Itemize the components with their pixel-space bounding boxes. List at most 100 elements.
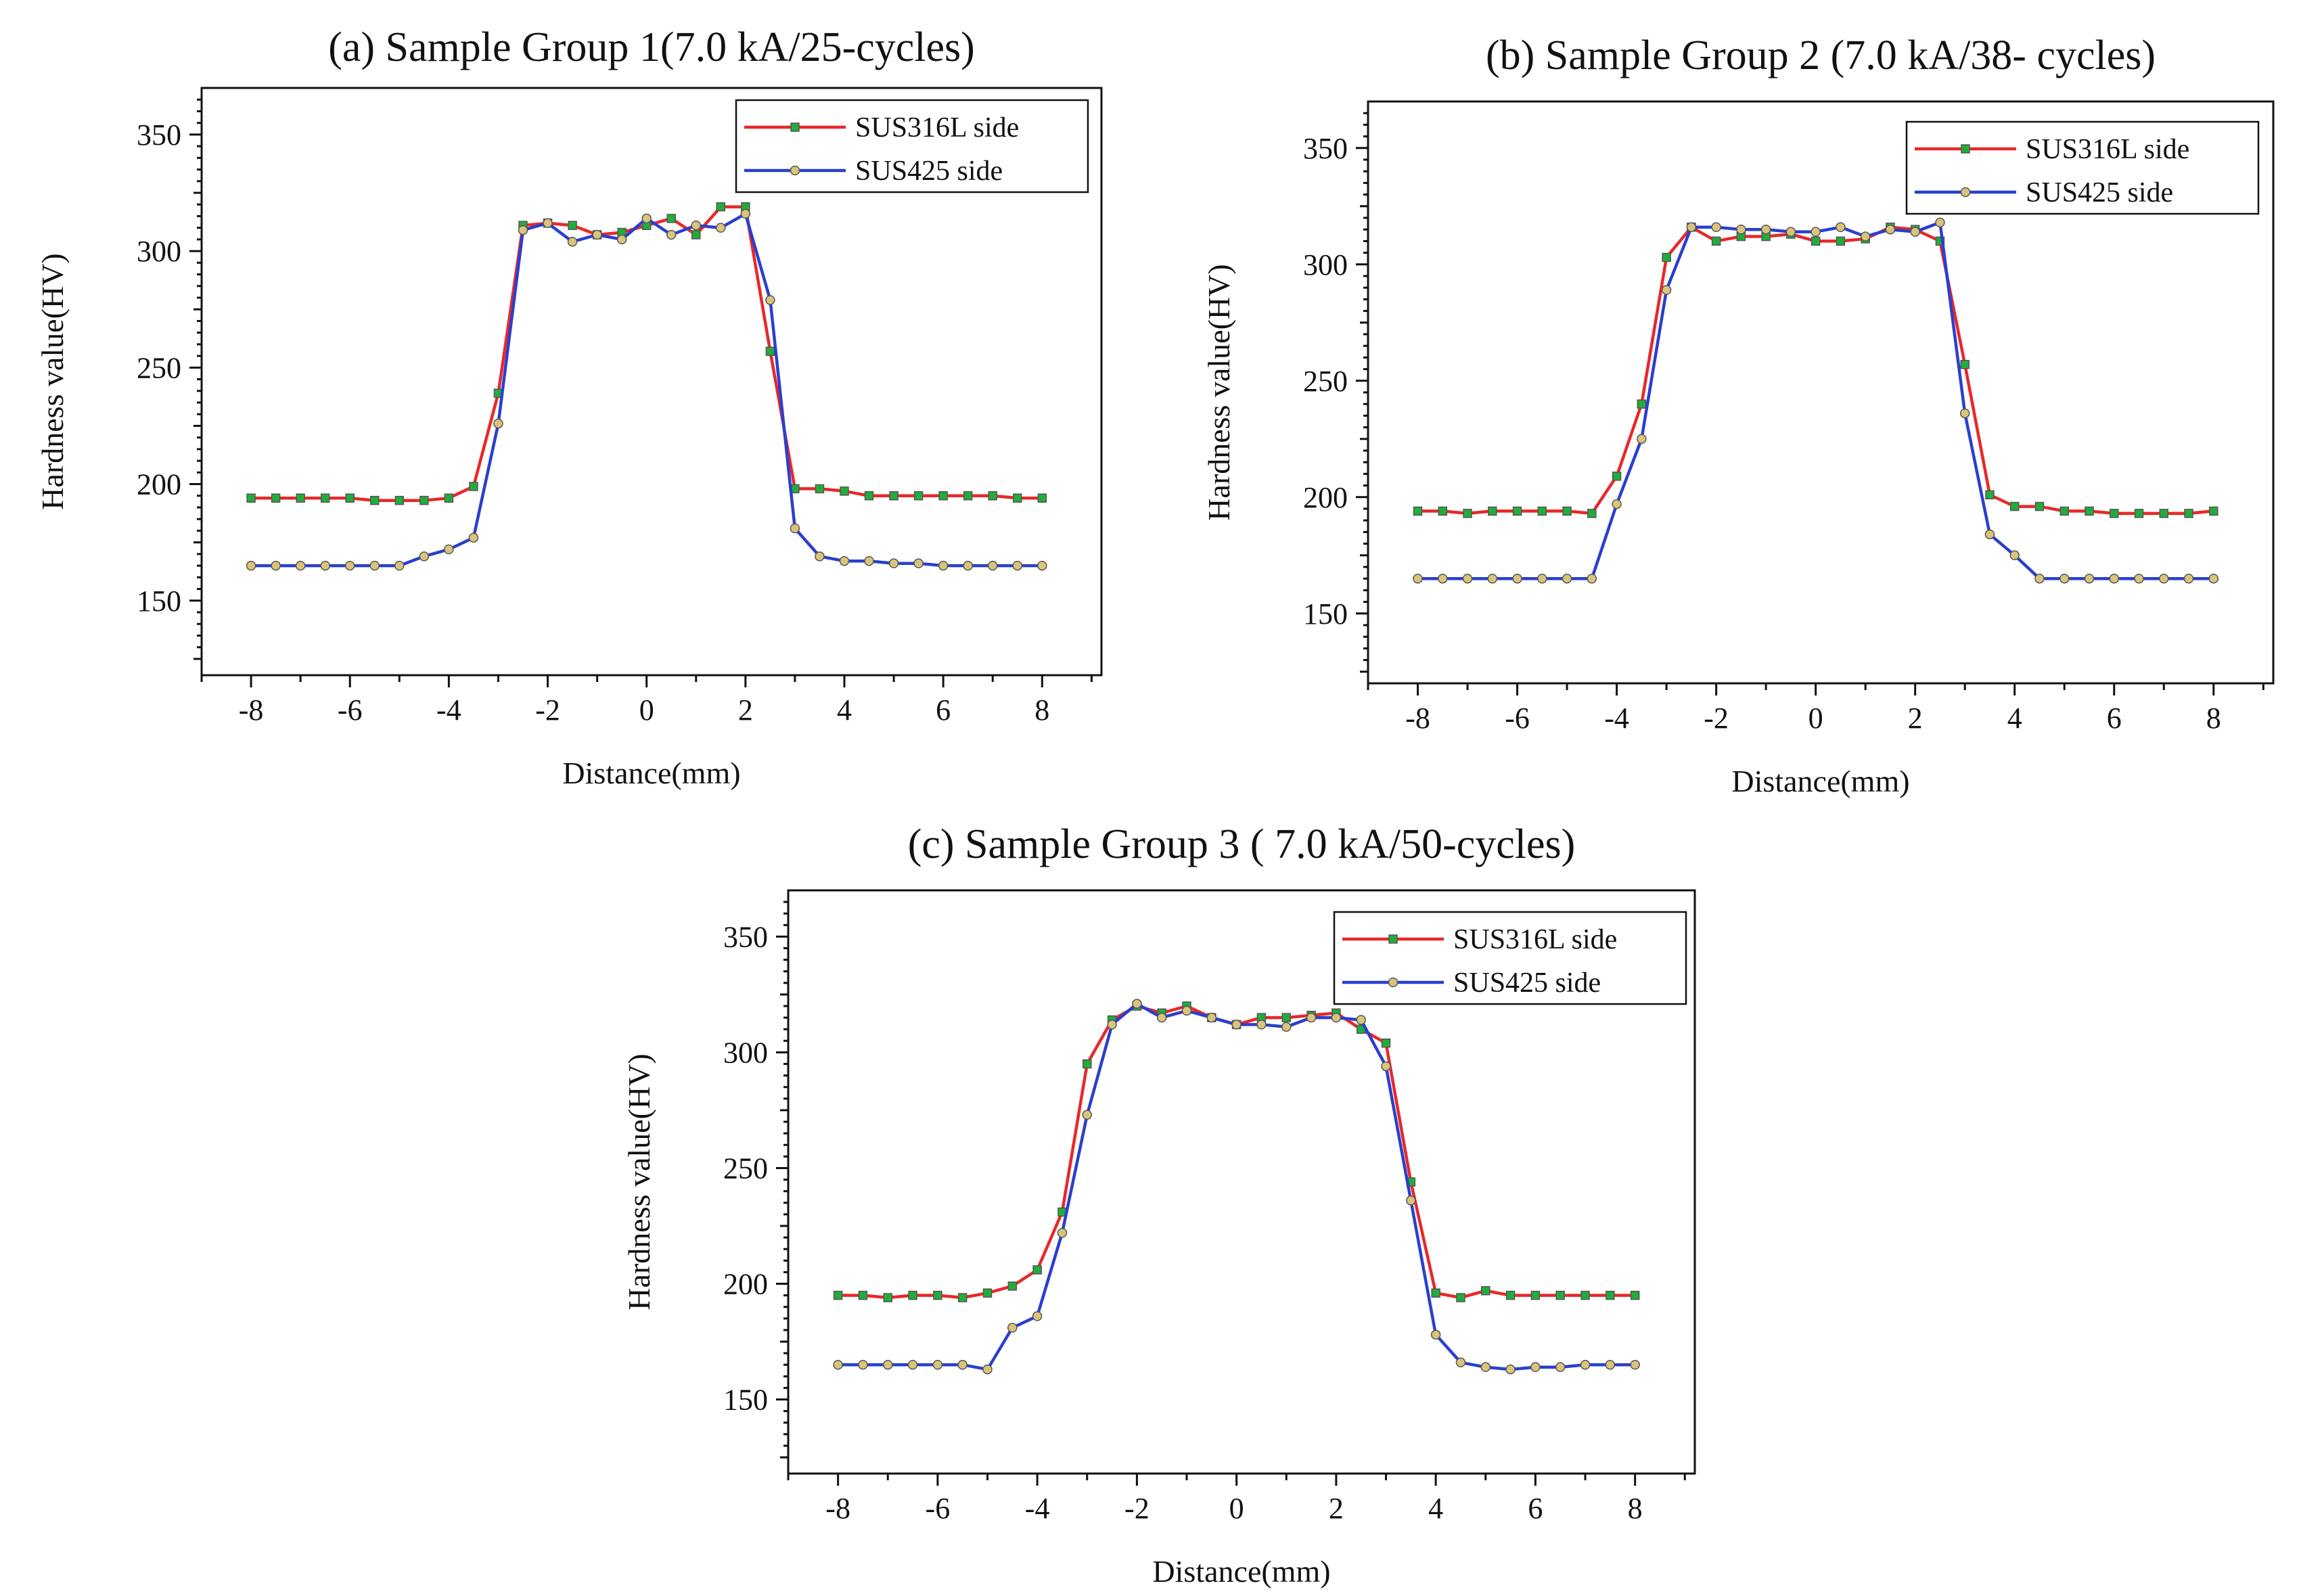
- legend: SUS316L side SUS425 side: [1905, 120, 2260, 215]
- x-tick-label: -2: [1704, 702, 1729, 735]
- data-point: [616, 234, 627, 245]
- legend-label: SUS425 side: [855, 156, 1003, 187]
- data-point: [1481, 1286, 1490, 1296]
- plot-frame: [787, 889, 1696, 1475]
- legend-label: SUS316L side: [2026, 134, 2189, 165]
- data-point: [370, 495, 380, 505]
- data-point: [1488, 506, 1497, 516]
- data-point: [1455, 1357, 1466, 1368]
- x-tick-label: 4: [1428, 1492, 1443, 1525]
- x-tick-label: -2: [535, 693, 560, 727]
- data-point: [1032, 1311, 1043, 1321]
- data-point: [1413, 506, 1423, 516]
- data-point: [1811, 227, 1821, 237]
- y-axis-label: Hardness value(HV): [1202, 264, 1236, 520]
- y-tick-label: 250: [723, 1152, 768, 1185]
- data-point: [1985, 490, 1995, 500]
- y-tick-label: 200: [137, 468, 181, 501]
- data-point: [691, 220, 702, 231]
- data-point: [320, 560, 330, 571]
- x-tick-label: 2: [738, 693, 753, 727]
- data-point: [1037, 493, 1047, 503]
- data-point: [1331, 1012, 1342, 1023]
- data-point: [2134, 573, 2144, 584]
- plot-frame: [200, 87, 1103, 677]
- chart-title: (c) Sample Group 3 ( 7.0 kA/50-cycles): [908, 821, 1576, 867]
- data-point: [938, 560, 949, 571]
- legend-label: SUS316L side: [1453, 924, 1617, 955]
- data-point: [815, 551, 825, 562]
- data-point: [1637, 399, 1647, 409]
- y-tick-label: 250: [137, 351, 181, 384]
- data-point: [740, 208, 751, 219]
- data-point: [1231, 1020, 1242, 1030]
- data-point: [1032, 1265, 1042, 1275]
- x-tick-label: 4: [2007, 702, 2022, 735]
- data-point: [907, 1359, 918, 1370]
- data-point: [2184, 509, 2193, 518]
- data-point: [271, 493, 281, 503]
- x-tick-label: 4: [837, 693, 852, 727]
- data-point: [1530, 1290, 1541, 1300]
- data-point: [419, 551, 430, 562]
- data-point: [1661, 285, 1672, 295]
- legend-marker: [1960, 187, 1971, 198]
- data-point: [1037, 560, 1047, 571]
- data-point: [1206, 1012, 1217, 1023]
- data-point: [1785, 227, 1796, 237]
- data-point: [2059, 573, 2070, 584]
- data-point: [1960, 359, 1970, 369]
- data-point: [963, 491, 973, 501]
- data-point: [889, 491, 898, 501]
- x-tick-label: 8: [2206, 702, 2221, 735]
- data-point: [815, 484, 825, 494]
- data-point: [1637, 434, 1647, 444]
- data-point: [1562, 506, 1572, 516]
- y-tick-label: 250: [1303, 365, 1348, 398]
- x-tick-label: -4: [436, 693, 461, 727]
- x-tick-label: -4: [1025, 1492, 1050, 1525]
- data-point: [858, 1290, 868, 1300]
- data-point: [419, 495, 429, 505]
- data-point: [1630, 1359, 1640, 1370]
- series-sus425: [833, 999, 1640, 1375]
- data-point: [1512, 573, 1522, 584]
- data-point: [518, 225, 528, 235]
- data-point: [2009, 550, 2020, 561]
- data-point: [1612, 472, 1622, 481]
- data-point: [2159, 573, 2169, 584]
- x-tick-label: 0: [639, 693, 654, 727]
- data-point: [1256, 1020, 1267, 1030]
- data-point: [1959, 408, 1970, 419]
- data-point: [369, 560, 380, 571]
- data-point: [833, 1359, 843, 1370]
- x-tick-label: -6: [1505, 702, 1530, 735]
- data-point: [765, 295, 775, 305]
- data-point: [2034, 501, 2045, 511]
- data-point: [1811, 236, 1821, 246]
- data-point: [1356, 1015, 1366, 1025]
- data-point: [2209, 506, 2218, 516]
- y-tick-label: 350: [137, 118, 181, 152]
- data-point: [1736, 224, 1746, 235]
- data-point: [1107, 1020, 1117, 1030]
- data-point: [1406, 1195, 1416, 1206]
- data-point: [1555, 1362, 1566, 1372]
- legend-box: [735, 99, 1089, 193]
- legend: SUS316L side SUS425 side: [1333, 911, 1687, 1005]
- data-point: [1711, 236, 1721, 246]
- legend-marker: [1388, 934, 1398, 944]
- data-point: [394, 560, 405, 571]
- data-point: [933, 1290, 942, 1300]
- data-point: [1562, 573, 1572, 584]
- data-point: [957, 1359, 968, 1370]
- y-tick-label: 350: [723, 920, 768, 953]
- data-point: [2009, 501, 2020, 511]
- data-point: [1281, 1013, 1292, 1022]
- chart-panel-3: (c) Sample Group 3 ( 7.0 kA/50-cycles) -8…: [622, 821, 1696, 1589]
- data-point: [493, 418, 503, 429]
- data-point: [1438, 506, 1448, 516]
- x-tick-label: 6: [936, 693, 951, 727]
